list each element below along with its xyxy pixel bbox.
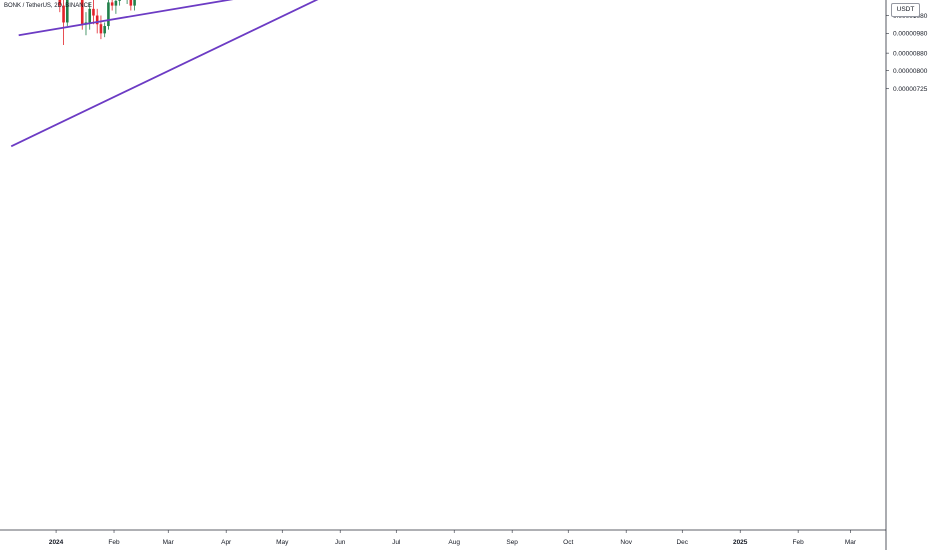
candle-body bbox=[95, 15, 99, 25]
time-tick-label: Oct bbox=[563, 539, 573, 546]
time-tick-label: Apr bbox=[221, 539, 232, 546]
candle-body bbox=[80, 0, 84, 25]
candle-body bbox=[129, 0, 133, 6]
candle-body bbox=[118, 0, 121, 1]
time-tick-label: Jun bbox=[335, 539, 346, 546]
candle-body bbox=[110, 2, 114, 6]
time-tick-label: Mar bbox=[163, 539, 175, 546]
time-tick-label: Sep bbox=[506, 539, 518, 546]
time-tick-label: Aug bbox=[448, 539, 460, 546]
candle-body bbox=[103, 26, 106, 34]
price-tick-label: 0.00000800 bbox=[893, 68, 928, 75]
time-tick-label: Feb bbox=[108, 539, 120, 546]
time-tick-label: Dec bbox=[676, 539, 688, 546]
price-tick-label: 0.00000880 bbox=[893, 50, 928, 57]
currency-selector[interactable]: USDT bbox=[891, 3, 920, 17]
candle-body bbox=[58, 0, 62, 6]
trendlines bbox=[10, 0, 319, 148]
time-tick-label: 2024 bbox=[49, 539, 64, 546]
candle-body bbox=[92, 8, 95, 16]
candle-series bbox=[58, 0, 136, 45]
price-tick-label: 0.00000725 bbox=[893, 86, 928, 93]
time-tick-label: Mar bbox=[845, 539, 857, 546]
price-tick-label: 0.00000980 bbox=[893, 31, 928, 38]
support-trendline bbox=[18, 0, 234, 37]
candle-body bbox=[133, 0, 136, 6]
resistance-trendline bbox=[10, 0, 319, 148]
candle-body bbox=[88, 8, 92, 23]
candle-body bbox=[62, 5, 65, 23]
time-tick-label: Jul bbox=[392, 539, 401, 546]
candle-body bbox=[65, 0, 69, 23]
time-tick-label: 2025 bbox=[733, 539, 748, 546]
candle-body bbox=[99, 24, 103, 34]
time-tick-label: Nov bbox=[620, 539, 632, 546]
time-tick-label: May bbox=[276, 539, 289, 546]
candle-body bbox=[114, 0, 118, 6]
time-tick-label: Feb bbox=[793, 539, 805, 546]
symbol-title: BONK / TetherUS, 2D, BINANCE bbox=[4, 3, 92, 9]
candle-body bbox=[107, 2, 110, 27]
